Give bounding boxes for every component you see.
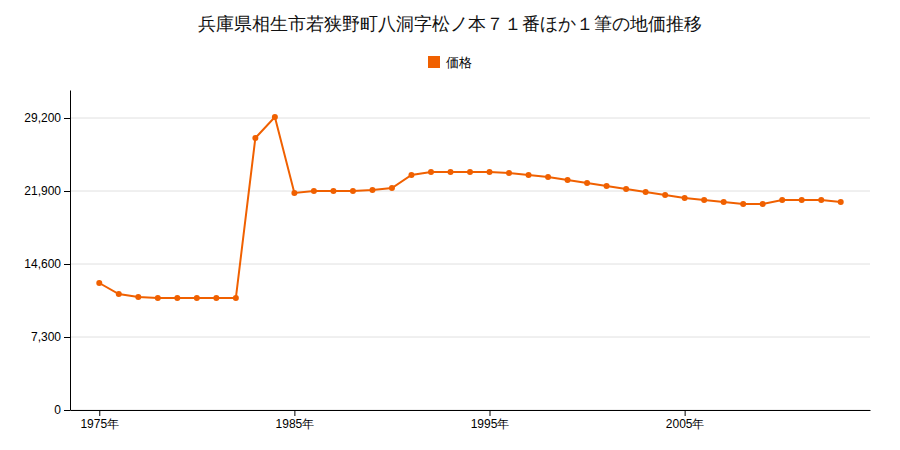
data-point <box>545 174 551 180</box>
data-point <box>760 201 766 207</box>
legend: 価格 <box>428 55 472 70</box>
legend-item: 価格 <box>428 55 472 70</box>
data-point <box>116 291 122 297</box>
y-tick: 21,900 <box>24 184 70 198</box>
data-point <box>194 295 200 301</box>
y-tick-label: 7,300 <box>31 330 61 344</box>
legend-swatch <box>428 56 440 68</box>
grid-line <box>70 337 870 338</box>
data-point <box>272 114 278 120</box>
data-point <box>291 190 297 196</box>
y-tick-mark <box>64 264 70 265</box>
legend-label: 価格 <box>446 55 472 70</box>
x-tick-mark <box>490 410 491 416</box>
data-point <box>623 186 629 192</box>
grid-line <box>70 118 870 119</box>
data-point <box>506 170 512 176</box>
x-tick-mark <box>685 410 686 416</box>
x-axis-line <box>71 410 871 411</box>
series-line <box>99 117 840 298</box>
data-point <box>584 180 590 186</box>
data-point <box>389 185 395 191</box>
x-tick-label: 2005年 <box>666 417 705 431</box>
y-tick-label: 0 <box>54 403 61 417</box>
data-point <box>838 199 844 205</box>
data-point <box>526 172 532 178</box>
data-layer <box>96 114 843 301</box>
data-point <box>369 187 375 193</box>
grid <box>70 118 870 410</box>
x-tick-label: 1985年 <box>276 417 315 431</box>
x-tick-mark <box>294 410 295 416</box>
y-tick-mark <box>64 118 70 119</box>
y-tick-label: 21,900 <box>24 184 61 198</box>
y-tick-mark <box>64 410 70 411</box>
x-tick: 1975年 <box>80 410 119 431</box>
data-point <box>721 199 727 205</box>
data-point <box>740 201 746 207</box>
data-point <box>135 294 141 300</box>
data-point <box>682 195 688 201</box>
y-tick: 0 <box>54 403 70 417</box>
y-tick: 7,300 <box>31 330 70 344</box>
y-axis-line <box>70 91 71 411</box>
data-point <box>779 197 785 203</box>
x-tick-mark <box>99 410 100 416</box>
y-tick-mark <box>64 191 70 192</box>
data-point <box>233 295 239 301</box>
data-point <box>311 188 317 194</box>
y-tick-label: 29,200 <box>24 111 61 125</box>
y-tick: 29,200 <box>24 111 70 125</box>
data-point <box>604 183 610 189</box>
data-point <box>174 295 180 301</box>
data-point <box>330 188 336 194</box>
data-point <box>155 295 161 301</box>
y-axis: 0 7,300 14,600 21,900 29,200 <box>24 91 70 418</box>
x-tick: 1995年 <box>471 410 510 431</box>
y-tick-mark <box>64 337 70 338</box>
grid-line <box>70 410 870 411</box>
data-point <box>213 295 219 301</box>
data-point <box>408 172 414 178</box>
data-point <box>565 177 571 183</box>
data-point <box>799 197 805 203</box>
chart: 1975年 1985年 1995年 2005年 0 7,300 14,600 21,900 29… <box>0 0 900 450</box>
x-tick: 2005年 <box>666 410 705 431</box>
data-point <box>447 169 453 175</box>
title: 兵庫県相生市若狭野町八洞字松ノ本７１番ほか１筆の地価推移 <box>198 13 702 34</box>
y-tick: 14,600 <box>24 257 70 271</box>
data-point <box>701 197 707 203</box>
data-point <box>428 169 434 175</box>
data-point <box>662 192 668 198</box>
data-point <box>643 189 649 195</box>
y-tick-label: 14,600 <box>24 257 61 271</box>
data-point <box>96 280 102 286</box>
x-tick: 1985年 <box>276 410 315 431</box>
x-tick-label: 1995年 <box>471 417 510 431</box>
data-point <box>818 197 824 203</box>
data-point <box>350 188 356 194</box>
data-point <box>467 169 473 175</box>
x-tick-label: 1975年 <box>80 417 119 431</box>
data-point <box>252 135 258 141</box>
x-axis: 1975年 1985年 1995年 2005年 <box>71 410 871 431</box>
plot-area: 1975年 1985年 1995年 2005年 0 7,300 14,600 21,900 29… <box>24 91 870 431</box>
grid-line <box>70 191 870 192</box>
grid-line <box>70 264 870 265</box>
data-point <box>487 169 493 175</box>
